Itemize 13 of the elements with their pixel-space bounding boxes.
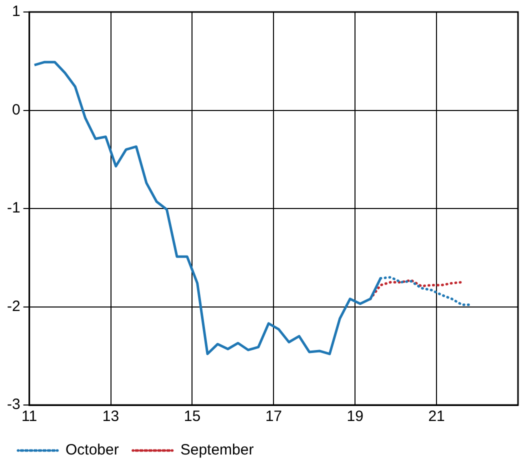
y-tick-label: -1 xyxy=(6,200,20,217)
x-tick-label: 11 xyxy=(22,408,38,426)
x-tick-label: 17 xyxy=(265,408,282,426)
x-tick-label: 13 xyxy=(102,408,120,426)
legend-label: October xyxy=(66,442,119,459)
x-tick-label: 15 xyxy=(184,408,201,426)
y-tick-label: -2 xyxy=(6,298,20,315)
x-tick-label: 21 xyxy=(428,408,445,426)
y-tick-label: 1 xyxy=(12,3,20,20)
y-tick-label: -3 xyxy=(6,396,20,414)
x-tick-label: 19 xyxy=(346,408,364,426)
legend-label: September xyxy=(180,442,254,459)
y-tick-label: 0 xyxy=(12,101,20,118)
